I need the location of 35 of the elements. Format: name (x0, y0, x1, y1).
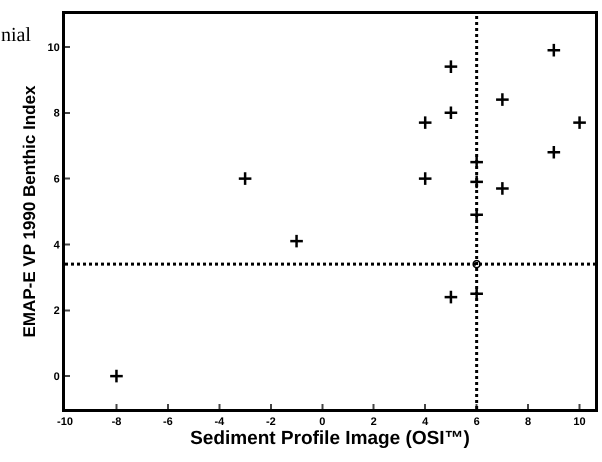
point (546, 144, 562, 160)
point (572, 115, 588, 130)
y-tick-label: 0 (54, 370, 60, 383)
point (443, 59, 458, 74)
point (472, 260, 481, 268)
x-tick-label: 8 (525, 416, 532, 428)
y-tick-label: 4 (54, 239, 61, 252)
x-tick-label: -6 (163, 416, 173, 428)
y-tick-label: 2 (54, 305, 60, 318)
point (494, 180, 510, 196)
point (108, 368, 124, 384)
y-tick-label: 10 (48, 42, 60, 54)
x-tick-label: -10 (57, 416, 73, 428)
x-tick-label: 6 (474, 416, 480, 428)
x-tick-label: 4 (422, 416, 430, 428)
point (238, 171, 253, 186)
y-tick-label: 8 (54, 108, 60, 120)
point (494, 92, 510, 108)
point (418, 171, 433, 186)
point (546, 42, 562, 58)
y-tick-label: 6 (54, 173, 60, 186)
x-tick-label: -4 (214, 416, 226, 428)
point (443, 290, 458, 305)
point (443, 105, 458, 120)
x-tick-label: 10 (573, 416, 586, 428)
x-axis-title: Sediment Profile Image (OSI™) (190, 428, 470, 450)
text: nial (1, 24, 32, 46)
x-tick-label: -2 (266, 416, 276, 428)
point (418, 115, 433, 130)
x-tick-label: 0 (319, 416, 326, 428)
x-tick-label: 2 (370, 416, 377, 428)
x-tick-label: -8 (112, 416, 122, 428)
y-axis-title: EMAP-E VP 1990 Benthic Index (20, 84, 40, 338)
point (289, 234, 304, 249)
point (469, 174, 484, 190)
